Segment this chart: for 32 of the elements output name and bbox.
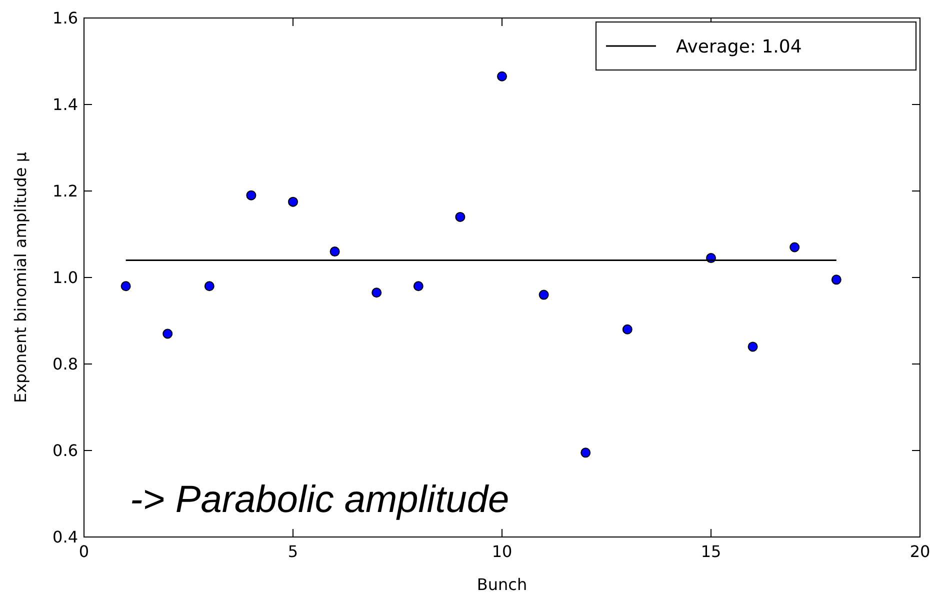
y-tick-label: 1.0 [52, 268, 78, 288]
annotation: -> Parabolic amplitude [130, 479, 510, 521]
point [455, 212, 466, 222]
point [120, 281, 131, 292]
point [790, 242, 800, 252]
x-tick-label: 20 [910, 542, 930, 561]
point [580, 448, 591, 458]
x-tick-label: 0 [78, 542, 90, 561]
legend-label: Average: 1.04 [676, 36, 802, 58]
point [831, 274, 842, 285]
point [246, 190, 256, 200]
y-axis-title: Exponent binomial amplitude μ [11, 152, 30, 404]
point [204, 281, 214, 292]
y-tick-label: 0.6 [52, 441, 78, 460]
point [497, 71, 507, 82]
x-tick-label: 15 [700, 542, 722, 561]
y-tick-label: 1.4 [52, 95, 78, 114]
x-tick-label: 10 [492, 542, 512, 561]
point [413, 281, 424, 292]
point [538, 290, 549, 300]
point [622, 324, 632, 334]
y-tick-label: 0.8 [52, 354, 78, 374]
point [748, 342, 758, 352]
point [162, 328, 173, 339]
x-axis-title: Bunch [476, 575, 528, 594]
point [372, 288, 382, 298]
point [330, 246, 340, 257]
y-tick-label: 0.4 [52, 528, 78, 547]
x-tick-label: 5 [288, 542, 298, 561]
y-tick-label: 1.6 [52, 8, 78, 28]
point [288, 196, 298, 207]
y-tick-label: 1.2 [52, 182, 78, 201]
